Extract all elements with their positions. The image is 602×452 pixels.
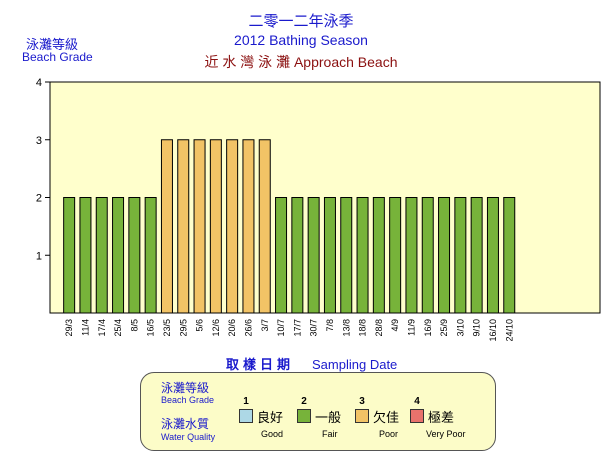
legend-quality-label-chinese: 泳灘水質 [161, 417, 210, 431]
x-tick-label: 11/4 [80, 319, 90, 336]
bar [323, 197, 336, 314]
x-tick-label: 3/10 [455, 319, 465, 337]
x-axis-label-english: Sampling Date [312, 357, 398, 372]
bar [193, 139, 206, 314]
x-tick-label: 16/9 [423, 319, 433, 337]
bar [144, 197, 157, 314]
legend-item-label-english: Good [261, 429, 284, 439]
legend-grade-number: 1 [243, 396, 249, 407]
legend-quality-label-english: Water Quality [161, 432, 216, 442]
x-tick-label: 16/5 [146, 319, 156, 337]
bar [438, 197, 451, 314]
x-tick-label: 3/7 [260, 319, 270, 332]
x-tick-label: 5/6 [195, 319, 205, 332]
y-axis-label-english: Beach Grade [22, 50, 93, 64]
x-tick-label: 25/9 [439, 319, 449, 337]
x-tick-label: 29/3 [64, 319, 74, 337]
x-axis-label: 取樣日期 Sampling Date [226, 354, 397, 373]
legend-item-label-english: Fair [322, 429, 338, 439]
bar [242, 139, 255, 314]
x-tick-label: 16/10 [488, 319, 498, 342]
bar [454, 197, 467, 314]
y-axis-label-chinese: 泳灘等級 [26, 37, 79, 52]
bar [291, 197, 304, 314]
x-tick-label: 4/9 [390, 319, 400, 332]
bar [389, 197, 402, 314]
chart-title-english: 2012 Bathing Season [234, 32, 368, 48]
bar [112, 197, 125, 314]
x-tick-label: 17/7 [292, 319, 302, 337]
legend-swatch-very-poor [410, 409, 424, 423]
legend-grade-number: 3 [359, 396, 365, 407]
bar [258, 139, 271, 314]
legend-item-label-chinese: 良好 [257, 410, 284, 425]
x-tick-label: 13/8 [341, 319, 351, 337]
bar [63, 197, 76, 314]
y-tick-label: 2 [36, 193, 42, 205]
x-axis-label-chinese: 取樣日期 [226, 357, 295, 372]
bar [340, 197, 353, 314]
bar [160, 139, 173, 314]
legend-swatch-poor [355, 409, 369, 423]
legend-item-label-english: Poor [379, 429, 399, 439]
bar [177, 139, 190, 314]
legend-grade-number: 2 [301, 396, 307, 407]
bar [372, 197, 385, 314]
legend-swatch-good [239, 409, 253, 423]
bar [307, 197, 320, 314]
x-tick-label: 11/9 [406, 319, 416, 336]
x-tick-label: 20/6 [227, 319, 237, 337]
bar [470, 197, 483, 314]
x-tick-label: 23/5 [162, 319, 172, 337]
legend-item-label-chinese: 極差 [428, 410, 455, 425]
y-tick-label: 4 [36, 77, 42, 89]
bar [275, 197, 288, 314]
bar [503, 197, 516, 314]
x-tick-label: 7/8 [325, 319, 335, 332]
bar [79, 197, 92, 314]
legend-grade-number: 4 [414, 396, 420, 407]
chart-title-chinese: 二零一二年泳季 [248, 13, 354, 30]
bars-group [63, 139, 516, 314]
beach-name: 近 水 灣 泳 灘 Approach Beach [204, 54, 398, 70]
x-tick-label: 17/4 [97, 319, 107, 337]
legend-item-label-chinese: 欠佳 [373, 410, 400, 425]
y-axis-ticks: 1 2 3 4 [36, 77, 50, 262]
x-tick-label: 8/5 [129, 319, 139, 332]
bar [128, 197, 141, 314]
bar [486, 197, 499, 314]
legend-grade-label-chinese: 泳灘等級 [161, 381, 210, 395]
bar [95, 197, 108, 314]
x-tick-label: 18/8 [358, 319, 368, 337]
x-tick-label: 9/10 [472, 319, 482, 337]
bar [226, 139, 239, 314]
x-tick-label: 24/10 [504, 319, 514, 342]
legend-item-label-english: Very Poor [426, 429, 466, 439]
bar [405, 197, 418, 314]
x-tick-label: 30/7 [309, 319, 319, 337]
y-tick-label: 3 [36, 135, 42, 147]
legend-item-label-chinese: 一般 [315, 410, 342, 425]
legend-box: 泳灘等級 Beach Grade 泳灘水質 Water Quality 1 良好… [140, 372, 496, 451]
x-tick-label: 10/7 [276, 319, 286, 337]
legend-swatch-fair [297, 409, 311, 423]
y-tick-label: 1 [36, 250, 42, 262]
bar [209, 139, 222, 314]
x-tick-label: 29/5 [178, 319, 188, 337]
legend-grade-label-english: Beach Grade [161, 395, 215, 405]
bar [421, 197, 434, 314]
bar [356, 197, 369, 314]
x-tick-label: 26/6 [243, 319, 253, 337]
x-tick-label: 12/6 [211, 319, 221, 337]
x-tick-label: 25/4 [113, 319, 123, 337]
x-tick-label: 28/8 [374, 319, 384, 337]
x-axis-tick-labels: 29/3 11/4 17/4 25/4 8/5 16/5 23/5 29/5 5/6 12/6 20… [64, 319, 514, 342]
